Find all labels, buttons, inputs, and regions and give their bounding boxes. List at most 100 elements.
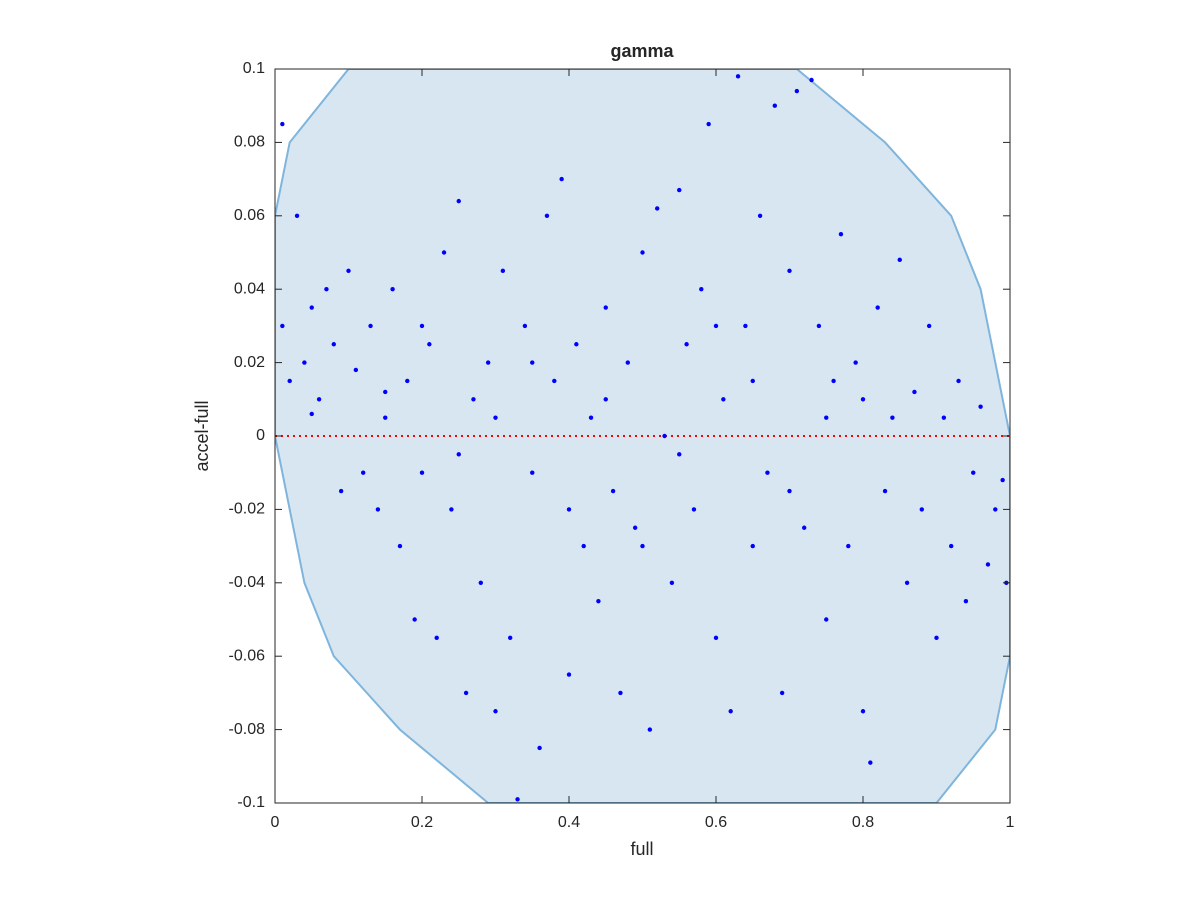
point bbox=[485, 360, 491, 365]
point bbox=[662, 433, 667, 439]
point bbox=[375, 507, 381, 512]
point bbox=[765, 470, 770, 475]
plot-area bbox=[275, 69, 1010, 803]
point bbox=[419, 470, 425, 475]
point bbox=[647, 727, 653, 732]
point bbox=[772, 103, 777, 108]
point bbox=[779, 690, 785, 696]
point bbox=[809, 77, 814, 83]
point bbox=[427, 342, 432, 347]
y-tick-label: 0.06 bbox=[234, 207, 265, 224]
x-tick-label: 0 bbox=[271, 814, 280, 831]
point bbox=[405, 378, 410, 384]
point bbox=[478, 580, 483, 585]
point bbox=[978, 404, 983, 409]
point bbox=[669, 580, 675, 585]
point bbox=[890, 415, 895, 420]
point bbox=[287, 378, 292, 384]
point bbox=[860, 709, 866, 714]
point bbox=[875, 305, 880, 310]
point bbox=[434, 635, 439, 641]
point bbox=[383, 415, 388, 420]
point bbox=[566, 507, 572, 512]
point bbox=[596, 598, 601, 604]
y-tick-label: 0.04 bbox=[234, 280, 265, 297]
y-tick-label: -0.02 bbox=[229, 501, 266, 518]
point bbox=[816, 323, 822, 329]
x-tick-label: 0.6 bbox=[705, 814, 727, 831]
point bbox=[412, 617, 417, 622]
point bbox=[522, 323, 528, 329]
point bbox=[463, 690, 469, 696]
point bbox=[618, 690, 623, 696]
point bbox=[860, 397, 866, 402]
point bbox=[985, 562, 991, 567]
point bbox=[926, 323, 932, 329]
x-axis-label: full bbox=[630, 839, 653, 859]
y-tick-label: -0.08 bbox=[229, 721, 266, 738]
point bbox=[456, 198, 461, 204]
point bbox=[331, 342, 336, 347]
point bbox=[787, 488, 792, 494]
point bbox=[831, 378, 836, 384]
x-tick-label: 0.2 bbox=[411, 814, 433, 831]
point bbox=[471, 397, 476, 402]
point bbox=[838, 231, 844, 237]
point bbox=[743, 323, 748, 329]
point bbox=[868, 760, 873, 765]
point bbox=[449, 507, 454, 512]
point bbox=[559, 176, 564, 182]
point bbox=[441, 250, 447, 255]
point bbox=[294, 213, 300, 218]
y-tick-label: -0.06 bbox=[229, 647, 266, 664]
point bbox=[934, 635, 939, 641]
point bbox=[919, 507, 924, 512]
point bbox=[309, 305, 314, 310]
point bbox=[346, 268, 351, 274]
point bbox=[581, 543, 586, 549]
point bbox=[963, 598, 969, 604]
point bbox=[956, 378, 961, 384]
point bbox=[706, 121, 711, 127]
point bbox=[419, 323, 425, 329]
point bbox=[361, 470, 366, 475]
point bbox=[316, 397, 322, 402]
point bbox=[677, 187, 682, 193]
point bbox=[904, 580, 910, 585]
point bbox=[574, 342, 579, 347]
point bbox=[735, 74, 741, 79]
point bbox=[368, 323, 373, 329]
y-tick-label: 0.1 bbox=[243, 60, 265, 77]
point bbox=[500, 268, 506, 274]
point bbox=[655, 206, 660, 211]
x-tick-label: 1 bbox=[1006, 814, 1015, 831]
y-tick-label: -0.1 bbox=[237, 794, 265, 811]
point bbox=[721, 397, 726, 402]
point bbox=[846, 543, 851, 549]
point bbox=[530, 360, 535, 365]
point bbox=[456, 452, 461, 457]
point bbox=[728, 709, 733, 714]
point bbox=[691, 507, 697, 512]
point bbox=[530, 470, 535, 475]
point bbox=[603, 397, 608, 402]
point bbox=[699, 287, 704, 292]
point bbox=[787, 268, 792, 274]
point bbox=[750, 378, 755, 384]
y-tick-label: 0 bbox=[256, 427, 265, 444]
point bbox=[515, 797, 520, 802]
point bbox=[280, 323, 285, 329]
point bbox=[677, 452, 682, 457]
point bbox=[802, 525, 807, 530]
point bbox=[757, 213, 763, 218]
chart-title: gamma bbox=[610, 41, 674, 61]
point bbox=[588, 415, 594, 420]
point bbox=[603, 305, 608, 310]
point bbox=[537, 745, 542, 751]
point bbox=[552, 378, 557, 384]
point bbox=[508, 635, 513, 641]
point bbox=[971, 470, 976, 475]
point bbox=[684, 342, 689, 347]
point bbox=[949, 543, 954, 549]
